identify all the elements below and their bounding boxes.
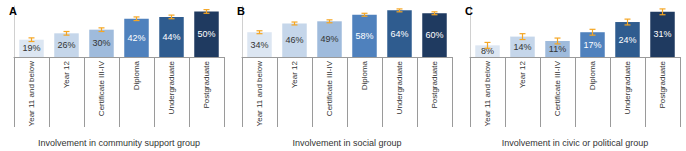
svg-text:Year 11 and below: Year 11 and below <box>27 61 36 127</box>
svg-text:Diploma: Diploma <box>360 60 369 90</box>
svg-text:Involvement in community suppo: Involvement in community support group <box>38 138 200 148</box>
svg-text:Certificate III-IV: Certificate III-IV <box>553 60 562 116</box>
svg-text:14%: 14% <box>513 42 531 52</box>
svg-text:64%: 64% <box>390 29 408 39</box>
svg-text:Undergraduate: Undergraduate <box>167 60 176 114</box>
svg-text:Year 11 and below: Year 11 and below <box>483 61 492 127</box>
svg-text:30%: 30% <box>92 38 110 48</box>
svg-text:50%: 50% <box>197 29 215 39</box>
svg-text:8%: 8% <box>481 46 494 56</box>
svg-text:49%: 49% <box>320 34 338 44</box>
svg-text:Year 12: Year 12 <box>290 60 299 88</box>
svg-text:Undergraduate: Undergraduate <box>395 60 404 114</box>
svg-text:Year 11 and below: Year 11 and below <box>255 61 264 127</box>
svg-text:A: A <box>9 5 17 17</box>
svg-text:Undergraduate: Undergraduate <box>623 60 632 114</box>
svg-text:44%: 44% <box>162 32 180 42</box>
svg-text:58%: 58% <box>355 31 373 41</box>
svg-text:42%: 42% <box>127 33 145 43</box>
svg-text:Involvement in social group: Involvement in social group <box>292 138 401 148</box>
svg-text:Postgraduate: Postgraduate <box>202 60 211 108</box>
svg-text:Postgraduate: Postgraduate <box>658 60 667 108</box>
svg-text:C: C <box>465 5 473 17</box>
svg-text:34%: 34% <box>250 40 268 50</box>
svg-text:46%: 46% <box>285 35 303 45</box>
svg-text:Year 12: Year 12 <box>518 60 527 88</box>
svg-text:Diploma: Diploma <box>588 60 597 90</box>
svg-text:60%: 60% <box>425 30 443 40</box>
svg-text:B: B <box>237 5 245 17</box>
svg-text:26%: 26% <box>57 40 75 50</box>
svg-text:24%: 24% <box>618 35 636 45</box>
svg-text:Year 12: Year 12 <box>62 60 71 88</box>
svg-text:Involvement in civic or politi: Involvement in civic or political group <box>502 138 649 148</box>
svg-text:Postgraduate: Postgraduate <box>430 60 439 108</box>
svg-text:31%: 31% <box>653 29 671 39</box>
svg-text:11%: 11% <box>549 44 566 54</box>
svg-text:Certificate III-IV: Certificate III-IV <box>325 60 334 116</box>
svg-text:17%: 17% <box>583 40 601 50</box>
svg-text:19%: 19% <box>22 43 40 53</box>
svg-text:Certificate III-IV: Certificate III-IV <box>97 60 106 116</box>
svg-text:Diploma: Diploma <box>132 60 141 90</box>
